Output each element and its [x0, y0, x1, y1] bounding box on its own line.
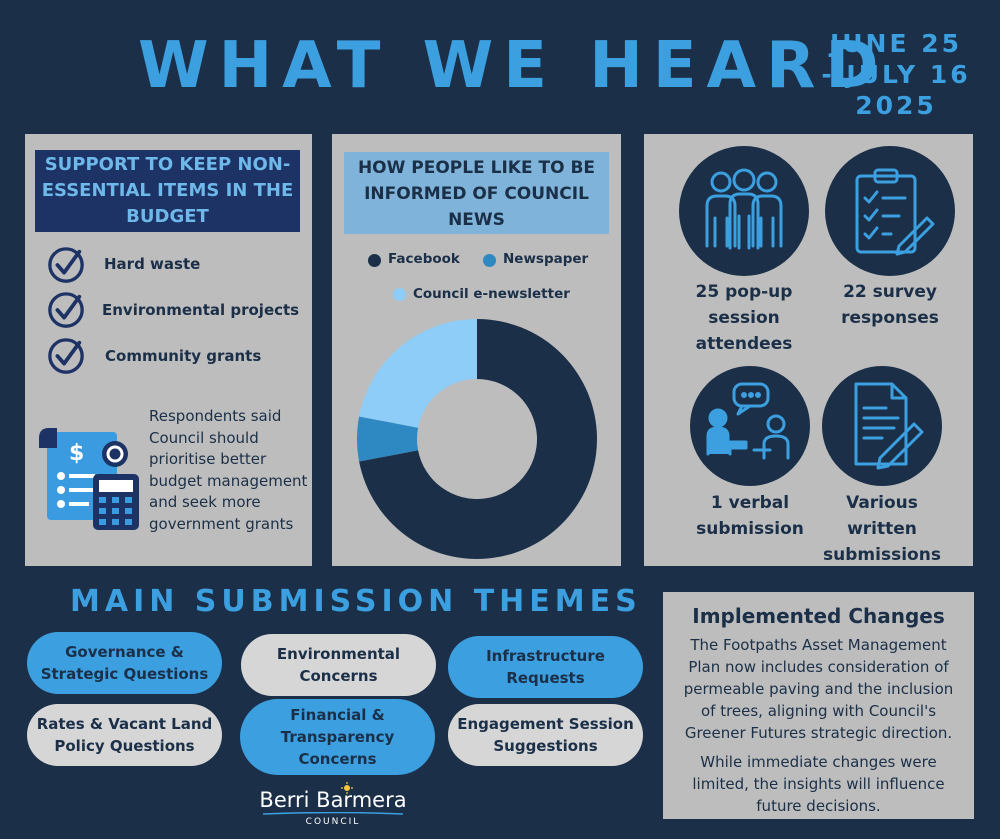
survey-circle [825, 146, 955, 276]
support-item-hard-waste: Hard waste [104, 255, 201, 273]
document-pen-icon [854, 382, 924, 470]
respondents-text: Respondents said Council should prioriti… [149, 407, 308, 533]
donut-slice-facebook [359, 319, 597, 559]
stat-verbal: 1 verbal submission [696, 493, 804, 539]
budget-calculator-icon: $ [39, 428, 139, 530]
legend-newspaper-swatch [483, 254, 496, 267]
themes-heading: MAIN SUBMISSION THEMES [70, 584, 642, 619]
date-range: JUNE 25 - JULY 16 2025 [821, 29, 971, 120]
verbal-circle [690, 366, 810, 486]
theme-financial: Financial & Transparency Concerns [240, 699, 435, 775]
informed-panel: HOW PEOPLE LIKE TO BE INFORMED OF COUNCI… [332, 134, 621, 566]
legend-facebook: Facebook [388, 251, 460, 267]
legend-enewsletter: Council e-newsletter [413, 286, 570, 302]
implemented-title: Implemented Changes [692, 604, 945, 628]
theme-infrastructure: Infrastructure Requests [448, 636, 643, 698]
support-item-community-grants: Community grants [105, 347, 262, 365]
logo-underline [262, 812, 404, 815]
logo-sub: COUNCIL [305, 817, 361, 827]
logo-name: Berri Barmera [259, 788, 407, 812]
svg-text:$: $ [69, 441, 84, 466]
support-heading: SUPPORT TO KEEP NON-ESSENTIAL ITEMS IN T… [35, 150, 300, 232]
written-circle [822, 366, 942, 486]
legend-facebook-swatch [368, 254, 381, 267]
theme-environmental: Environmental Concerns [241, 634, 436, 696]
check-circle-icon [48, 338, 84, 374]
council-logo: Berri Barmera COUNCIL [258, 782, 408, 828]
people-icon [705, 168, 783, 250]
page-title: WHAT WE HEARD [138, 29, 889, 103]
implemented-para1: The Footpaths Asset Management Plan now … [683, 636, 954, 742]
attendees-circle [679, 146, 809, 276]
theme-governance: Governance & Strategic Questions [27, 632, 222, 694]
stat-survey: 22 survey responses [841, 282, 939, 328]
informed-heading: HOW PEOPLE LIKE TO BE INFORMED OF COUNCI… [344, 152, 609, 234]
clipboard-icon [855, 168, 935, 256]
informed-donut-chart [357, 319, 597, 559]
legend-enewsletter-swatch [393, 288, 406, 301]
donut-slice-enewsletter [359, 319, 477, 428]
check-circle-icon [48, 247, 84, 283]
stats-panel: 25 pop-up session attendees 22 survey re… [644, 134, 973, 566]
legend-newspaper: Newspaper [503, 251, 589, 267]
implemented-para2: While immediate changes were limited, th… [692, 753, 945, 815]
support-panel: SUPPORT TO KEEP NON-ESSENTIAL ITEMS IN T… [25, 134, 312, 566]
sun-icon [341, 782, 353, 794]
check-circle-icon [48, 292, 84, 328]
stat-attendees: 25 pop-up session attendees [695, 282, 793, 354]
theme-rates: Rates & Vacant Land Policy Questions [27, 704, 222, 766]
implemented-panel: Implemented Changes The Footpaths Asset … [663, 592, 974, 819]
donut-slice-newspaper [357, 416, 419, 462]
stat-written: Various written submissions [823, 493, 941, 565]
support-item-environmental-projects: Environmental projects [102, 301, 300, 319]
theme-engagement: Engagement Session Suggestions [448, 704, 643, 766]
conversation-icon [706, 382, 790, 460]
